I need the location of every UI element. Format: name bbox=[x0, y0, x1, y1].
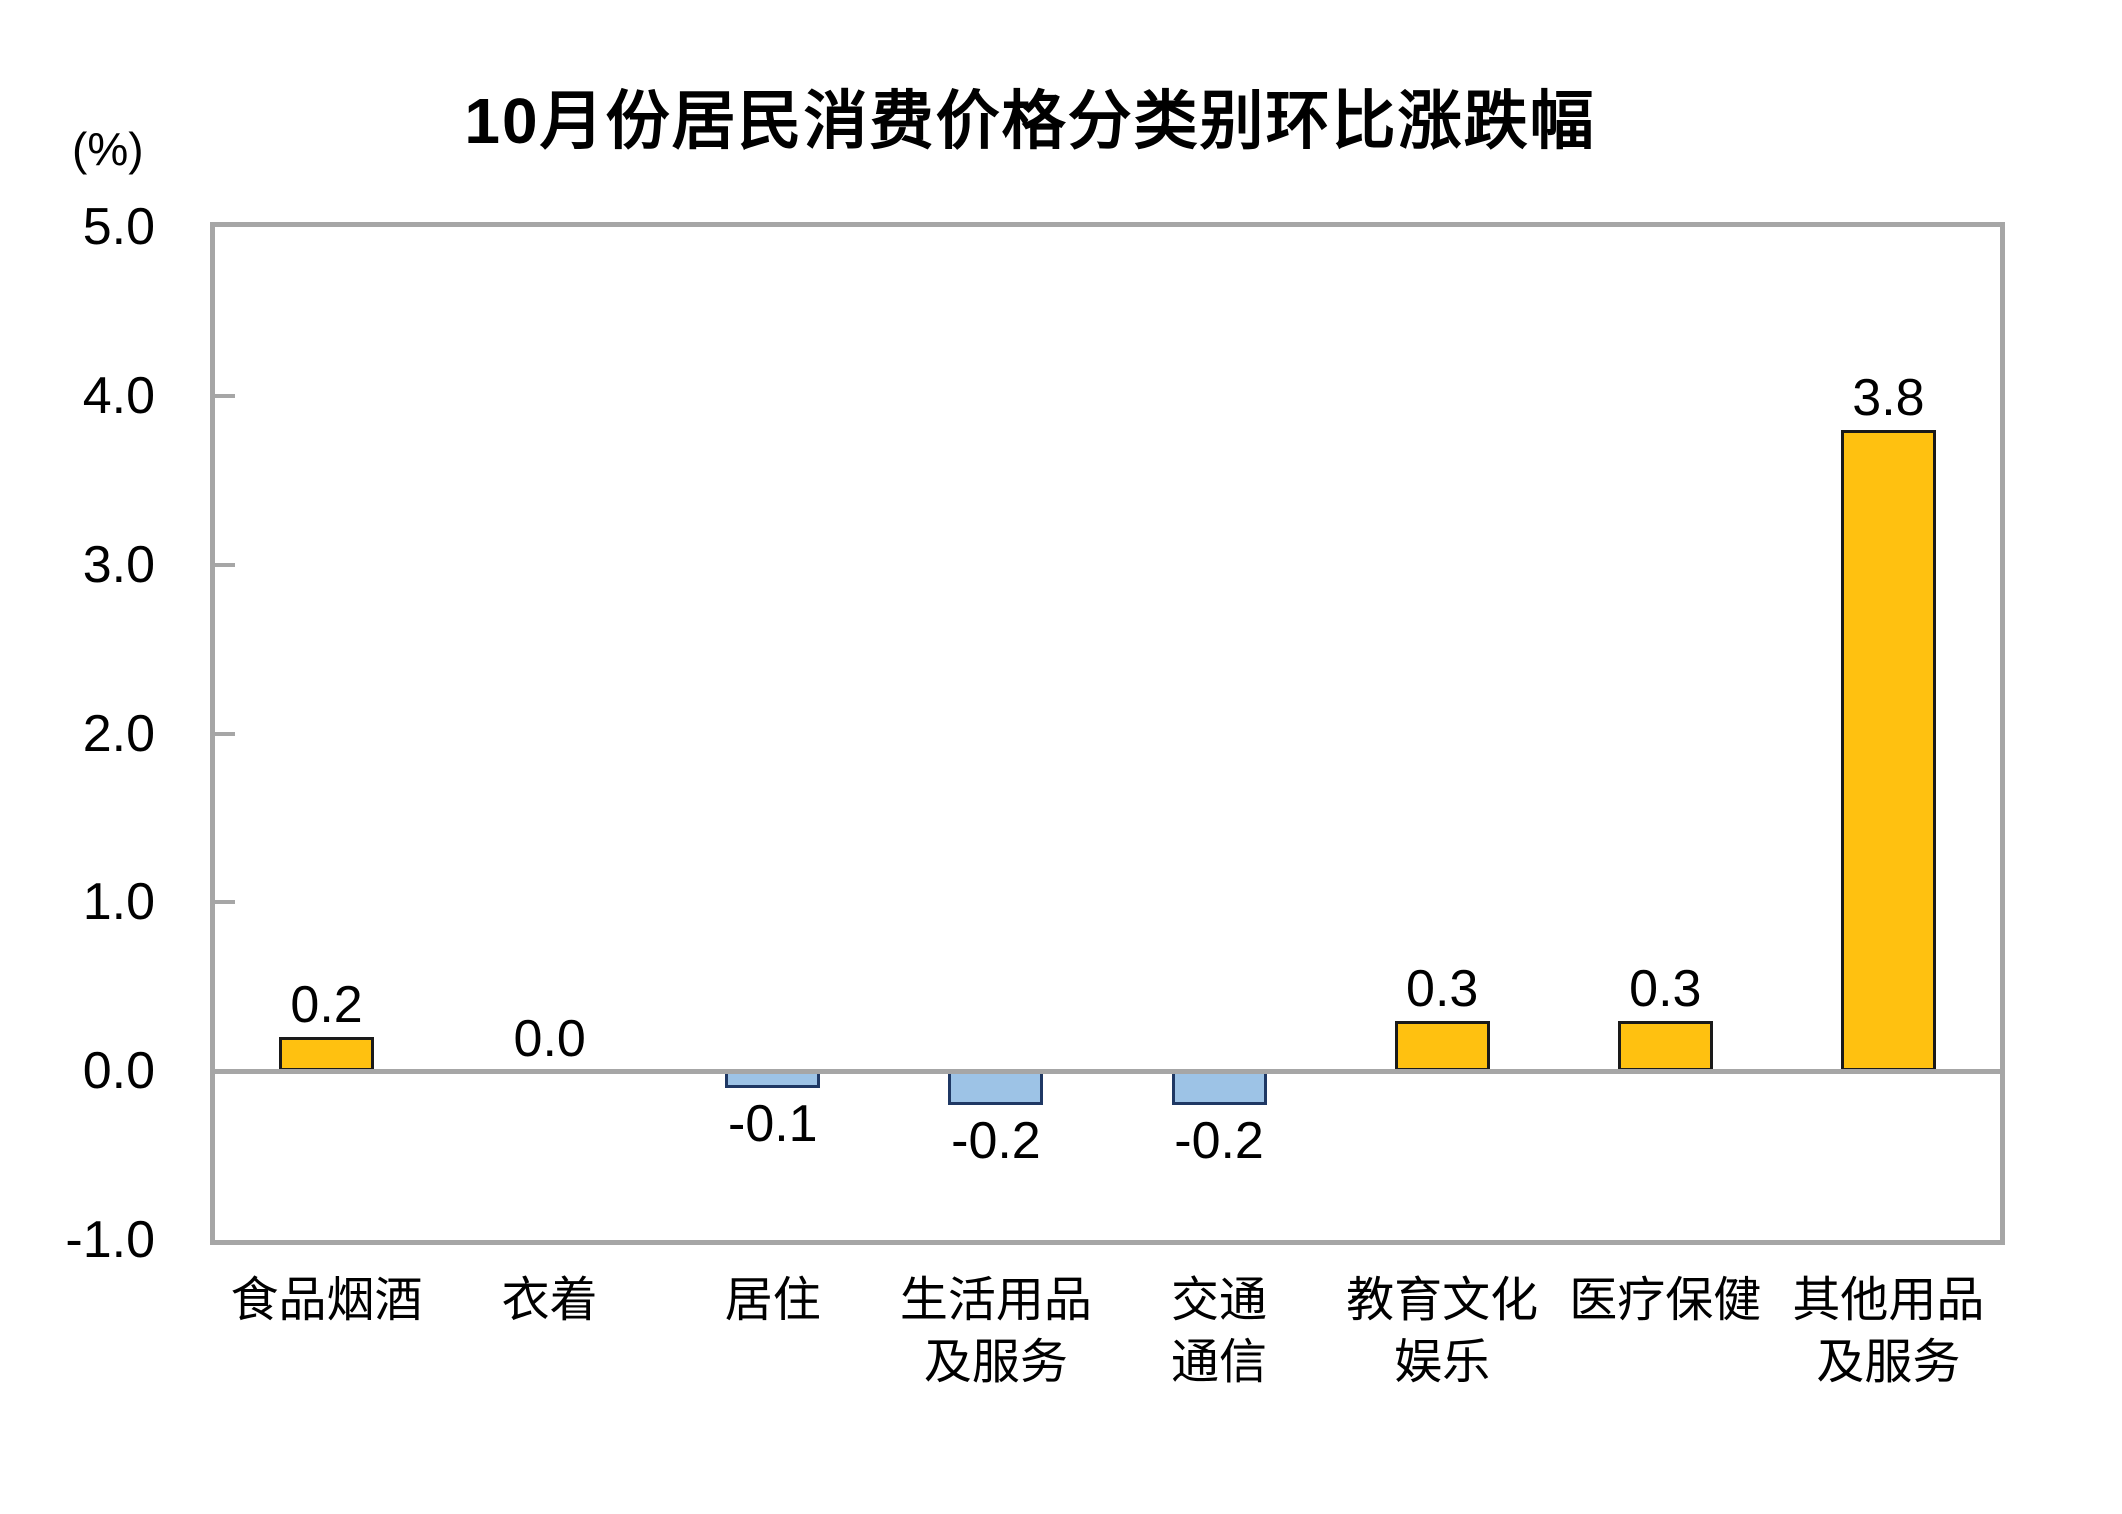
y-axis-tick-mark bbox=[215, 393, 235, 398]
x-axis-category-label: 生活用品 及服务 bbox=[899, 1274, 1092, 1389]
bar-value-label: -0.2 bbox=[951, 1111, 1041, 1170]
plot-area bbox=[210, 222, 2005, 1245]
x-axis-category-label: 其他用品 及服务 bbox=[1792, 1274, 1985, 1389]
x-axis-category-label: 食品烟酒 bbox=[230, 1274, 423, 1327]
zero-baseline bbox=[215, 1068, 2000, 1074]
bar-value-label: 0.3 bbox=[1406, 959, 1479, 1018]
bar bbox=[948, 1071, 1044, 1105]
x-axis-category-label: 衣着 bbox=[501, 1274, 598, 1327]
y-axis-tick-label: 5.0 bbox=[82, 198, 155, 256]
y-axis-tick-label: 2.0 bbox=[82, 704, 155, 763]
x-axis-category-label: 居住 bbox=[724, 1274, 821, 1327]
y-axis-tick-label: -1.0 bbox=[65, 1211, 155, 1269]
y-axis-tick-label: 1.0 bbox=[82, 873, 155, 932]
bar bbox=[1171, 1071, 1267, 1105]
y-axis-tick-label: 3.0 bbox=[82, 535, 155, 594]
y-axis-tick-mark bbox=[215, 731, 235, 736]
chart-title: 10月份居民消费价格分类别环比涨跌幅 bbox=[464, 85, 1596, 157]
x-axis-category-label: 教育文化 娱乐 bbox=[1346, 1274, 1539, 1389]
y-axis-tick-label: 0.0 bbox=[82, 1042, 155, 1101]
bar-value-label: -0.1 bbox=[728, 1095, 818, 1154]
bar bbox=[279, 1037, 375, 1072]
bar bbox=[725, 1071, 821, 1089]
bar-value-label: 0.2 bbox=[290, 976, 363, 1035]
x-axis-category-label: 医疗保健 bbox=[1569, 1274, 1762, 1327]
bar-value-label: -0.2 bbox=[1174, 1111, 1264, 1170]
bar-value-label: 0.0 bbox=[513, 1010, 586, 1069]
bar bbox=[1840, 429, 1936, 1072]
bar-value-label: 3.8 bbox=[1852, 368, 1925, 427]
y-axis-tick-mark bbox=[215, 900, 235, 905]
x-axis-category-label: 交通 通信 bbox=[1171, 1274, 1268, 1389]
y-axis-unit-label: (%) bbox=[72, 123, 144, 175]
bar bbox=[1617, 1020, 1713, 1072]
y-axis-tick-label: 4.0 bbox=[82, 366, 155, 425]
y-axis-tick-mark bbox=[215, 562, 235, 567]
bar-value-label: 0.3 bbox=[1629, 959, 1702, 1018]
bar bbox=[1394, 1020, 1490, 1072]
